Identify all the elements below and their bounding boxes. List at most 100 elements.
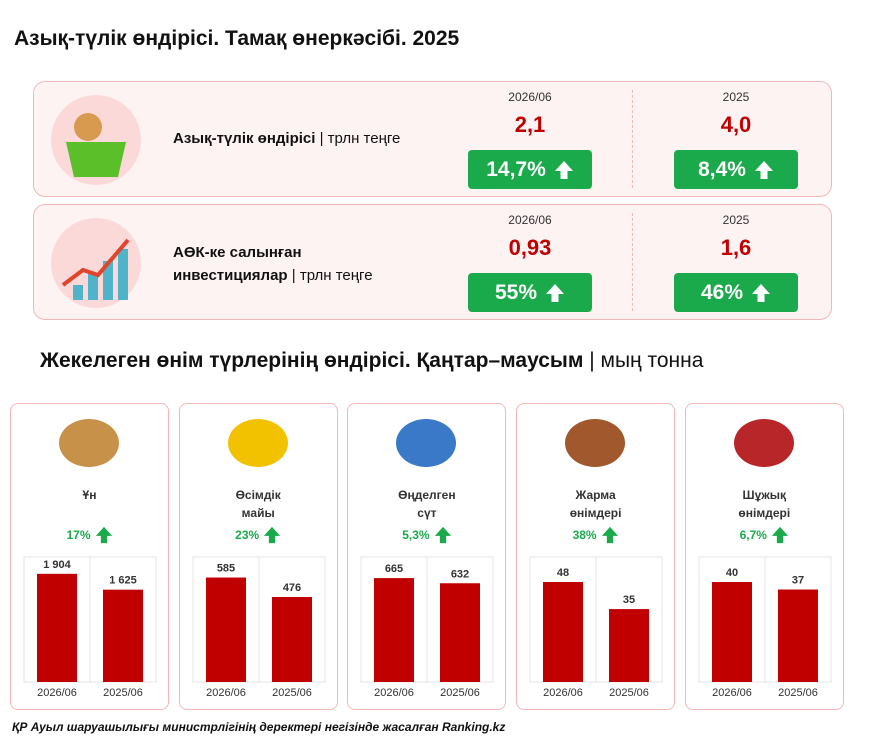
- x-tick-label: 2026/06: [375, 687, 415, 699]
- period: 2026/06: [508, 213, 552, 227]
- kpi-value: 0,93: [508, 235, 552, 260]
- kpi-value: 2,1: [514, 112, 546, 137]
- period: 2026/06: [508, 90, 552, 104]
- kpi-name: АӨК-ке салынған инвестициялар: [173, 244, 302, 284]
- kpi-box: АӨК-ке салынған инвестициялар | трлн тең…: [33, 204, 832, 320]
- kpi-label: Азық-түлік өндірісі | трлн теңге: [173, 130, 401, 147]
- bar-chart: 1 904 2026/06 1 625 2025/06: [23, 556, 157, 699]
- kpi-icon: [51, 95, 141, 185]
- value-label: 37: [792, 575, 804, 587]
- x-tick-label: 2026/06: [712, 687, 752, 699]
- basket: [66, 142, 126, 177]
- up-arrow: [95, 526, 112, 544]
- change-value: 46%: [700, 280, 744, 304]
- divider: [632, 213, 633, 311]
- value-label: 48: [557, 567, 569, 579]
- x-tick-label: 2025/06: [441, 687, 481, 699]
- x-tick-label: 2025/06: [272, 687, 312, 699]
- kpi-column: 2026/06 0,93 55%: [468, 213, 592, 312]
- x-tick-label: 2026/06: [206, 687, 246, 699]
- kpi-value: 1,6: [720, 235, 752, 260]
- growth: 17%: [11, 526, 168, 544]
- footer: ҚР Ауыл шаруашылығы министрлігінің дерек…: [12, 720, 506, 734]
- product-icon: [227, 419, 288, 467]
- value-label: 585: [217, 563, 235, 575]
- value-label: 35: [623, 594, 635, 606]
- page-title: Азық-түлік өндірісі. Тамақ өнеркәсібі. 2…: [14, 27, 460, 50]
- arrow-shape: [752, 283, 771, 302]
- kpi-name: Азық-түлік өндірісі: [173, 130, 316, 147]
- growth-value: 6,7%: [739, 528, 767, 542]
- up-arrow: [752, 283, 771, 302]
- icon-shape: [396, 419, 457, 467]
- section-heading: Жекелеген өнім түрлерінің өндірісі. Қаңт…: [40, 349, 704, 372]
- growth: 38%: [517, 526, 674, 544]
- growth: 6,7%: [686, 526, 843, 544]
- value-label: 1 904: [43, 559, 71, 571]
- up-arrow: [434, 526, 451, 544]
- value-label: 1 625: [109, 575, 137, 587]
- product-card: Ұн 17% 1 904 2026/06 1 625 2025/06: [10, 403, 169, 710]
- bar: [777, 589, 818, 682]
- growth: 5,3%: [348, 526, 505, 544]
- section-unit: мың тонна: [600, 349, 704, 372]
- up-arrow: [554, 160, 573, 179]
- bar: [37, 573, 77, 682]
- kpi-column: 2025 1,6 46%: [674, 213, 798, 312]
- product-card: Жарма өнімдері 38% 48 2026/06 35 2025/06: [516, 403, 676, 710]
- product-icon: [396, 419, 457, 467]
- chart-title: Өсімдік майы: [235, 488, 281, 520]
- growth-value: 5,3%: [402, 528, 430, 542]
- section-title: Жекелеген өнім түрлерінің өндірісі. Қаңт…: [40, 349, 584, 372]
- up-arrow: [264, 526, 281, 544]
- growth-value: 17%: [66, 528, 91, 542]
- x-tick-label: 2026/06: [37, 687, 77, 699]
- kpi-column: 2026/06 2,1 14,7%: [468, 90, 592, 189]
- product-card: Өсімдік майы 23% 585 2026/06 476 2025/06: [178, 403, 338, 710]
- bar: [609, 609, 650, 682]
- kpi-value: 4,0: [720, 112, 752, 137]
- arrow-shape: [434, 526, 451, 544]
- product-icon: [733, 419, 794, 467]
- kpi-icon: [51, 218, 141, 308]
- col: [88, 273, 98, 300]
- value-label: 40: [726, 567, 738, 579]
- change-badge: 8,4%: [674, 150, 798, 189]
- change-value: 55%: [494, 280, 538, 304]
- x-tick-label: 2026/06: [543, 687, 583, 699]
- icon-shape: [733, 419, 794, 467]
- arrow-shape: [754, 160, 773, 179]
- divider: [632, 90, 633, 188]
- chart-title: Шұжық өнімдері: [738, 488, 791, 520]
- icon-shape: [227, 419, 288, 467]
- value-label: 476: [283, 582, 301, 594]
- growth-value: 23%: [235, 528, 260, 542]
- bar: [440, 583, 481, 682]
- change-value: 14,7%: [486, 157, 546, 181]
- icon-shape: [59, 419, 119, 467]
- arrow-shape: [601, 526, 618, 544]
- period: 2025: [722, 90, 750, 104]
- bar: [374, 578, 415, 682]
- bread: [74, 113, 102, 141]
- icon-shape: [565, 419, 626, 467]
- bar-chart: 665 2026/06 632 2025/06: [360, 556, 494, 699]
- bar-chart: 48 2026/06 35 2025/06: [529, 556, 663, 699]
- trend: [61, 238, 130, 287]
- x-tick-label: 2025/06: [778, 687, 818, 699]
- chart-title: Жарма өнімдері: [569, 488, 622, 520]
- change-badge: 14,7%: [468, 150, 592, 189]
- bar: [543, 582, 584, 682]
- arrow-shape: [554, 160, 573, 179]
- arrow-shape: [95, 526, 112, 544]
- growth: 23%: [180, 526, 337, 544]
- arrow-shape: [264, 526, 281, 544]
- value-label: 665: [385, 563, 403, 575]
- x-tick-label: 2025/06: [103, 687, 143, 699]
- kpi-unit: трлн теңге: [299, 267, 373, 284]
- bar: [103, 589, 143, 682]
- change-badge: 46%: [674, 273, 798, 312]
- up-arrow: [601, 526, 618, 544]
- product-card: Өңделген сүт 5,3% 665 2026/06 632 2025/06: [347, 403, 507, 710]
- x-tick-label: 2025/06: [609, 687, 649, 699]
